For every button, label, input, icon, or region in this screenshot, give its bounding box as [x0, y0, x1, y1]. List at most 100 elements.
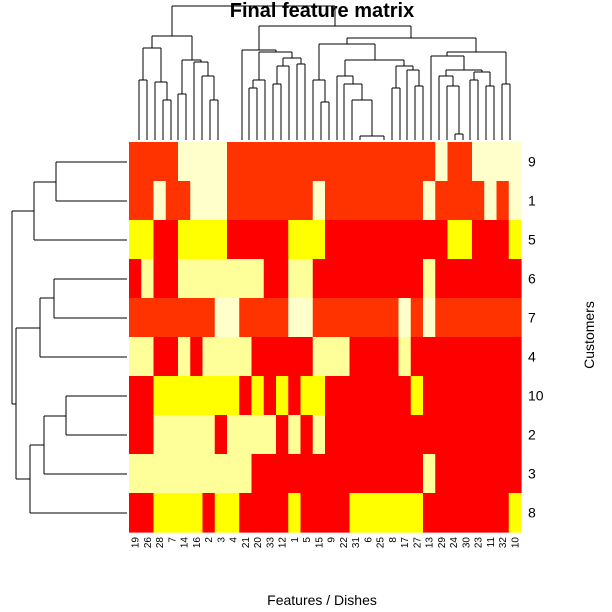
heatmap-cell: [423, 259, 436, 299]
heatmap-cell: [374, 376, 387, 416]
heatmap-cell: [447, 454, 461, 494]
heatmap-cell: [484, 493, 498, 533]
row-label: 6: [528, 271, 536, 287]
heatmap-cell: [214, 142, 228, 182]
heatmap-cell: [337, 142, 351, 182]
heatmap-cell: [239, 376, 253, 416]
heatmap-cell: [288, 142, 302, 182]
heatmap-cell: [386, 415, 400, 455]
heatmap-cell: [263, 142, 277, 182]
heatmap-cell: [312, 337, 326, 377]
heatmap-cell: [300, 337, 314, 377]
heatmap-cell: [374, 337, 387, 377]
heatmap-cell: [312, 142, 326, 182]
heatmap-cell: [435, 181, 449, 221]
column-label: 9: [327, 537, 338, 543]
heatmap-cell: [141, 376, 155, 416]
heatmap-cell: [239, 415, 253, 455]
heatmap-cell: [398, 415, 412, 455]
heatmap-cell: [202, 181, 216, 221]
heatmap-cell: [153, 376, 167, 416]
heatmap-cell: [386, 220, 400, 260]
row-label: 10: [528, 388, 544, 404]
column-label: 5: [302, 537, 313, 543]
heatmap-cell: [129, 376, 142, 416]
heatmap-cell: [447, 181, 461, 221]
heatmap-cell: [165, 181, 179, 221]
heatmap-cell: [337, 454, 351, 494]
heatmap-cell: [337, 181, 351, 221]
heatmap-cell: [423, 376, 436, 416]
heatmap-cell: [374, 298, 387, 338]
heatmap-cell: [325, 181, 338, 221]
heatmap-cell: [386, 181, 400, 221]
heatmap-cell: [227, 181, 240, 221]
heatmap-cell: [459, 376, 473, 416]
heatmap-cell: [337, 259, 351, 299]
heatmap-cell: [398, 376, 412, 416]
heatmap-cell: [129, 220, 142, 260]
heatmap-cell: [300, 298, 314, 338]
heatmap-cell: [263, 415, 277, 455]
column-label: 6: [363, 537, 374, 543]
heatmap-cell: [410, 337, 424, 377]
heatmap-cell: [423, 415, 436, 455]
heatmap-cell: [508, 181, 522, 221]
heatmap-cell: [239, 142, 253, 182]
heatmap-cell: [251, 376, 265, 416]
heatmap-cell: [410, 142, 424, 182]
heatmap-cell: [496, 298, 510, 338]
heatmap-cell: [386, 298, 400, 338]
heatmap-cell: [398, 454, 412, 494]
heatmap-cell: [276, 376, 289, 416]
heatmap-cell: [276, 181, 289, 221]
heatmap-cell: [288, 220, 302, 260]
heatmap-cell: [190, 142, 204, 182]
heatmap-cell: [386, 142, 400, 182]
x-axis-label: Features / Dishes: [267, 592, 377, 608]
row-label: 1: [528, 193, 536, 209]
heatmap-cell: [178, 454, 191, 494]
column-label: 13: [425, 537, 436, 549]
heatmap-cell: [459, 298, 473, 338]
heatmap-cell: [459, 181, 473, 221]
column-label: 17: [400, 537, 411, 549]
heatmap-cell: [398, 298, 412, 338]
heatmap-cell: [410, 220, 424, 260]
heatmap-cell: [165, 298, 179, 338]
heatmap-cell: [398, 142, 412, 182]
heatmap-cell: [178, 376, 191, 416]
heatmap-cell: [435, 493, 449, 533]
column-label: 21: [241, 537, 252, 549]
heatmap-cell: [496, 376, 510, 416]
row-label: 7: [528, 310, 536, 326]
heatmap-cell: [202, 259, 216, 299]
row-label: 9: [528, 154, 536, 170]
heatmap-cell: [484, 220, 498, 260]
heatmap-cell: [190, 376, 204, 416]
heatmap-cell: [435, 376, 449, 416]
heatmap-cell: [251, 220, 265, 260]
heatmap-cell: [447, 415, 461, 455]
column-label: 24: [449, 537, 460, 549]
heatmap-cell: [496, 259, 510, 299]
column-label: 1: [290, 537, 301, 543]
heatmap-cell: [325, 298, 338, 338]
heatmap-cell: [202, 337, 216, 377]
heatmap-cell: [386, 376, 400, 416]
heatmap-cell: [178, 181, 191, 221]
heatmap-cell: [300, 415, 314, 455]
heatmap-cell: [141, 298, 155, 338]
column-label: 29: [437, 537, 448, 549]
column-label: 11: [486, 537, 497, 548]
heatmap-cell: [227, 220, 240, 260]
column-label: 25: [376, 537, 387, 549]
heatmap-cell: [447, 337, 461, 377]
heatmap-cell: [129, 454, 142, 494]
heatmap-cell: [288, 337, 302, 377]
heatmap-cell: [337, 493, 351, 533]
heatmap-cell: [325, 376, 338, 416]
heatmap-cell: [374, 415, 387, 455]
heatmap-cell: [374, 259, 387, 299]
